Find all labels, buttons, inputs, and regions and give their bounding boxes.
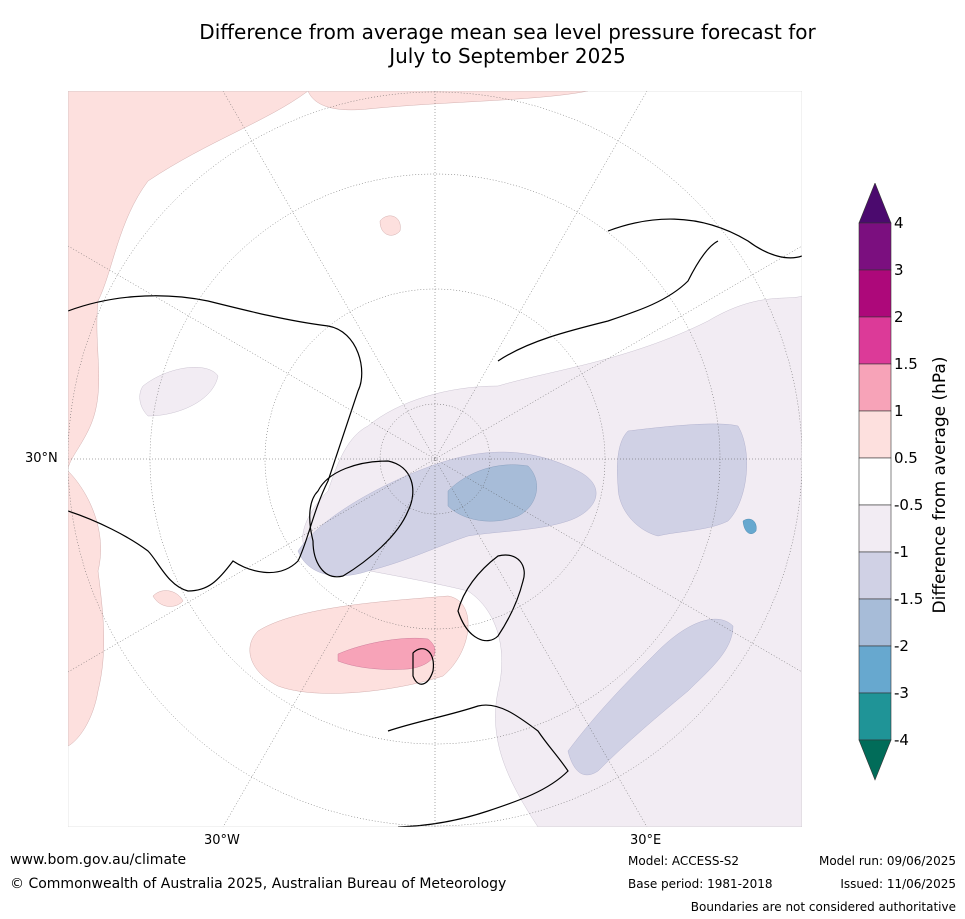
colorbar-band-m2-m15: [858, 598, 892, 647]
positive-anomaly-pacific: [68, 91, 309, 472]
colorbar-band-15-2: [858, 316, 892, 365]
positive-anomaly-small-patch: [152, 590, 184, 607]
colorbar: 4 3 2 1.5 1 0.5 -0.5 -1 -1.5 -2 -3 -4: [858, 182, 923, 787]
map-svg: [68, 91, 802, 827]
colorbar-band-m4-m3: [858, 692, 892, 741]
colorbar-tick-1: 1: [894, 402, 904, 420]
footer-disclaimer: Boundaries are not considered authoritat…: [690, 900, 956, 914]
colorbar-tick-minus-0-5: -0.5: [894, 496, 924, 514]
coastline-europe: [387, 704, 569, 827]
map-panel[interactable]: [68, 91, 802, 827]
footer-issued: Issued: 11/06/2025: [840, 877, 956, 891]
colorbar-tick-minus-1-5: -1.5: [894, 590, 924, 608]
meridian-60e: [68, 245, 802, 673]
lat-label-30n: 30°N: [25, 451, 58, 466]
graticule: [68, 91, 802, 827]
colorbar-band-neutral: [858, 457, 892, 506]
colorbar-band-05-1: [858, 410, 892, 459]
footer-base-period: Base period: 1981-2018: [628, 877, 773, 891]
coastline-british-isles: [412, 648, 435, 685]
negative-anomaly-eurasia-arm: [567, 618, 734, 776]
title-line-1: Difference from average mean sea level p…: [199, 20, 816, 44]
colorbar-title: Difference from average (hPa): [930, 356, 950, 614]
footer-model: Model: ACCESS-S2: [628, 854, 740, 868]
colorbar-svg: [858, 182, 892, 781]
negative-anomaly-siberia: [617, 423, 747, 537]
colorbar-band-3-4: [858, 222, 892, 271]
colorbar-tick-4: 4: [894, 214, 904, 232]
colorbar-tick-2: 2: [894, 308, 904, 326]
footer-model-run: Model run: 09/06/2025: [818, 854, 956, 868]
colorbar-band-m1-m05: [858, 504, 892, 553]
negative-anomaly-canada-patch: [139, 367, 219, 417]
colorbar-tick-minus-2: -2: [894, 637, 909, 655]
colorbar-tick-minus-1: -1: [894, 543, 909, 561]
colorbar-band-m3-m2: [858, 645, 892, 694]
footer-website-link[interactable]: www.bom.gov.au/climate: [10, 852, 187, 868]
title-line-2: July to September 2025: [389, 44, 626, 68]
meridian-30e: [222, 91, 648, 827]
coastline-greenland: [309, 460, 414, 578]
coastline-north-america: [68, 295, 363, 592]
colorbar-tick-minus-4: -4: [894, 731, 909, 749]
positive-anomaly-arctic-strip: [307, 91, 589, 111]
coastlines: [68, 218, 802, 827]
lon-label-30w: 30°W: [204, 833, 240, 848]
positive-anomaly-arctic-blob: [379, 215, 401, 236]
coastline-scandinavia: [457, 554, 525, 642]
colorbar-tick-3: 3: [894, 261, 904, 279]
coastline-eurasia-north: [497, 218, 802, 362]
colorbar-extend-bottom: [858, 739, 892, 781]
colorbar-band-2-3: [858, 269, 892, 318]
colorbar-band-m15-m1: [858, 551, 892, 600]
chart-title: Difference from average mean sea level p…: [50, 20, 965, 68]
meridian-60w: [68, 245, 802, 673]
footer-copyright: © Commonwealth of Australia 2025, Austra…: [10, 876, 507, 892]
lon-label-30e: 30°E: [630, 833, 662, 848]
negative-anomaly-strong-core: [447, 464, 537, 522]
meridian-30w: [222, 91, 648, 827]
colorbar-tick-1-5: 1.5: [894, 355, 918, 373]
negative-anomaly-small-core: [742, 518, 757, 534]
colorbar-band-1-15: [858, 363, 892, 412]
colorbar-tick-minus-3: -3: [894, 684, 909, 702]
colorbar-extend-top: [858, 182, 892, 224]
colorbar-tick-0-5: 0.5: [894, 449, 918, 467]
